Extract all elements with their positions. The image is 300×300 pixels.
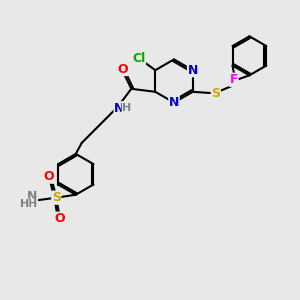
Text: S: S: [52, 191, 61, 204]
Text: O: O: [44, 170, 54, 183]
Text: H: H: [20, 199, 29, 209]
Text: H: H: [122, 103, 131, 113]
Text: N: N: [188, 64, 198, 77]
Text: O: O: [54, 212, 64, 225]
Text: N: N: [169, 96, 179, 109]
Text: N: N: [114, 102, 124, 115]
Text: F: F: [230, 73, 238, 86]
Text: N: N: [27, 190, 38, 203]
Text: Cl: Cl: [132, 52, 146, 65]
Text: O: O: [118, 62, 128, 76]
Text: S: S: [211, 87, 220, 100]
Text: H: H: [28, 199, 37, 209]
